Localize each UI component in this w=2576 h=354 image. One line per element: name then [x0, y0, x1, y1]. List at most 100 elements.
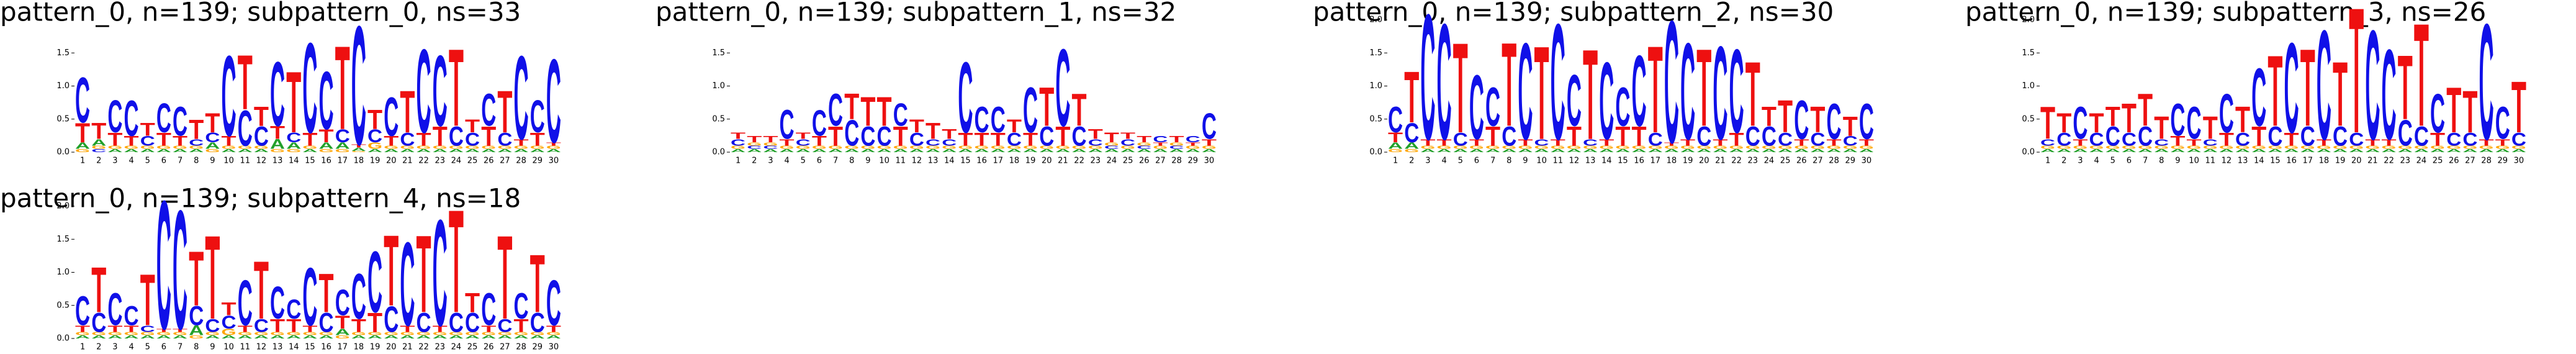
logo-letter: T [335, 22, 350, 155]
logo-letter: A [1469, 148, 1484, 153]
logo-letter: G [238, 331, 253, 336]
logo-letter: G [270, 148, 285, 153]
logo-letter: T [877, 88, 892, 134]
logo-letter: A [124, 334, 139, 339]
x-tick-label: 23 [1747, 157, 1758, 166]
logo-letter: C [2382, 24, 2397, 167]
logo-letter: A [2365, 148, 2380, 153]
logo-letter: T [417, 129, 431, 149]
logo-letter: A [2382, 148, 2397, 153]
logo-letter: C [1827, 94, 1842, 150]
x-tick-label: 26 [484, 343, 494, 352]
logo-letter: T [909, 116, 924, 136]
x-tick-label: 19 [370, 343, 381, 352]
x-tick-label: 27 [1155, 157, 1166, 166]
logo-letter: C [2284, 17, 2299, 160]
logo-letter: T [2154, 110, 2169, 146]
logo-letter: G [335, 148, 350, 153]
x-tick-label: 8 [849, 157, 854, 166]
logo-letter: A [481, 334, 496, 339]
logo-letter: G [1859, 145, 1874, 150]
x-tick-label: 23 [2400, 157, 2410, 166]
x-tick-label: 10 [2189, 157, 2199, 166]
x-tick-label: 14 [289, 343, 299, 352]
logo-letter: C [286, 130, 301, 145]
logo-letter: G [124, 145, 139, 150]
x-tick-label: 13 [928, 157, 939, 166]
logo-letter: G [1469, 145, 1484, 150]
logo-letter: G [1202, 145, 1217, 150]
x-tick-label: 22 [2384, 157, 2394, 166]
logo-letter: C [2187, 97, 2202, 148]
logo-letter: T [844, 86, 859, 127]
logo-letter: C [2154, 137, 2169, 148]
logo-letter: T [140, 119, 155, 139]
logo-letter: G [75, 148, 90, 153]
x-tick-label: 28 [2481, 157, 2492, 166]
logo-letter: G [1007, 145, 1022, 150]
logo-letter: G [254, 145, 269, 150]
x-tick-label: 14 [944, 157, 955, 166]
logo-panel: pattern_0, n=139; subpattern_4, ns=18 0.0… [0, 162, 561, 354]
x-tick-label: 9 [1523, 157, 1528, 166]
logo-letter: A [1762, 148, 1777, 153]
logo-letter: A [1551, 148, 1565, 153]
logo-letter: T [2122, 95, 2137, 141]
logo-letter: C [319, 54, 334, 147]
logo-letter: C [796, 137, 811, 148]
logo-letter: G [1453, 145, 1468, 150]
x-tick-label: 1 [80, 343, 85, 352]
x-tick-label: 5 [2110, 157, 2115, 166]
logo-letter: A [238, 334, 253, 339]
logo-letter: T [302, 324, 317, 334]
logo-letter: G [156, 145, 171, 150]
logo-letter: A [2414, 148, 2429, 153]
x-tick-label: 11 [895, 157, 906, 166]
logo-letter: T [1551, 137, 1565, 148]
logo-letter: G [351, 331, 366, 336]
logo-letter: T [1664, 142, 1679, 147]
logo-letter: T [1039, 76, 1054, 138]
logo-letter: G [1713, 145, 1727, 150]
logo-letter: C [514, 32, 529, 165]
x-tick-label: 29 [1187, 157, 1198, 166]
logo-letter: T [2300, 26, 2315, 149]
logo-letter: T [2479, 137, 2494, 148]
logo-letter: G [1762, 145, 1777, 150]
logo-letter: A [91, 137, 106, 148]
x-tick-label: 19 [370, 157, 381, 166]
x-tick-label: 18 [354, 157, 364, 166]
logo-letter: C [384, 299, 399, 340]
logo-letter: C [1039, 121, 1054, 152]
logo-letter: C [2511, 129, 2526, 149]
logo-letter: A [1186, 148, 1200, 153]
logo-letter: T [2430, 129, 2445, 149]
x-tick-label: 12 [256, 157, 267, 166]
logo-letter: A [1437, 148, 1452, 153]
logo-letter: C [2446, 129, 2461, 149]
logo-letter: C [75, 288, 90, 334]
logo-letter: T [2365, 137, 2380, 148]
logo-letter: G [844, 145, 859, 150]
logo-letter: G [1169, 142, 1184, 147]
logo-letter: C [481, 84, 496, 135]
x-tick-label: 7 [2143, 157, 2148, 166]
logo-letter: A [124, 148, 139, 153]
logo-letter: C [860, 121, 875, 152]
logo-letter: G [2219, 145, 2234, 150]
logo-letter: A [1388, 140, 1403, 151]
x-tick-label: 30 [1204, 157, 1215, 166]
logo-letter: G [731, 145, 745, 150]
logo-letter: G [2382, 145, 2397, 150]
x-tick-label: 23 [435, 343, 445, 352]
logo-letter: G [2040, 145, 2055, 150]
logo-letter: C [335, 125, 350, 146]
logo-letter: A [1104, 148, 1119, 153]
x-tick-label: 25 [1123, 157, 1133, 166]
x-tick-label: 3 [1425, 157, 1430, 166]
logo-letter: A [189, 148, 204, 153]
logo-letter: A [1039, 148, 1054, 153]
x-tick-label: 9 [2175, 157, 2180, 166]
logo-letter: C [530, 307, 545, 338]
logo-letter: C [156, 162, 171, 354]
